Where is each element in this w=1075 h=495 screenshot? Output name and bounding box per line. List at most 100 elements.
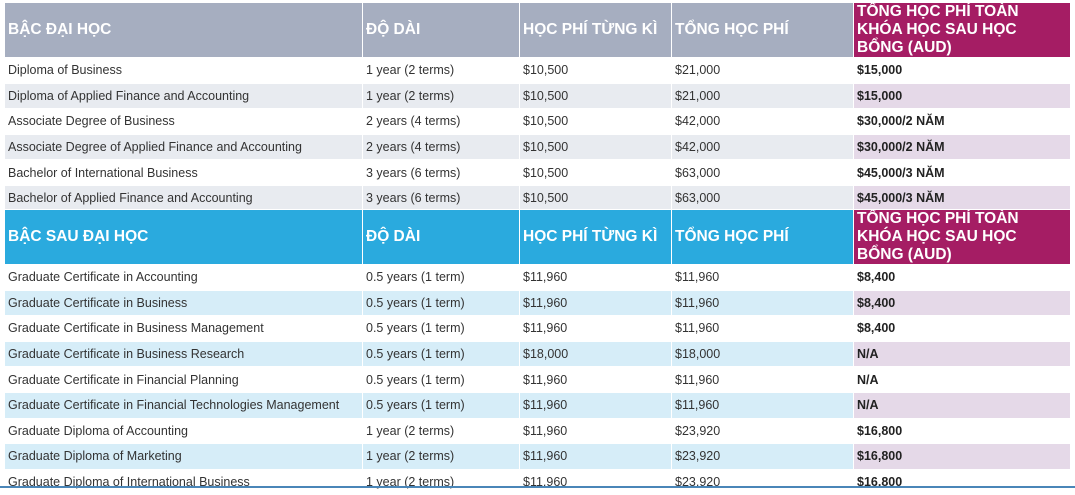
undergraduate-fee-table: BẬC ĐẠI HỌC ĐỘ DÀI HỌC PHÍ TỪNG KÌ TỔNG … (4, 2, 1071, 212)
total-fee-cell: $23,920 (671, 417, 854, 445)
fee-per-term-cell: $11,960 (519, 264, 672, 291)
total-fee-cell: $21,000 (671, 57, 854, 84)
duration-cell: 1 year (2 terms) (362, 417, 520, 445)
table-header-row: BẬC ĐẠI HỌC ĐỘ DÀI HỌC PHÍ TỪNG KÌ TỔNG … (4, 2, 1071, 58)
duration-cell: 1 year (2 terms) (362, 57, 520, 84)
program-name-cell: Diploma of Applied Finance and Accountin… (4, 82, 363, 110)
total-fee-cell: $11,960 (671, 366, 854, 393)
total-fee-cell: $42,000 (671, 133, 854, 161)
total-fee-cell: $18,000 (671, 340, 854, 368)
table-row: Graduate Certificate in Business 0.5 year… (4, 289, 1071, 317)
table-row: Bachelor of Applied Finance and Accounti… (4, 184, 1071, 212)
duration-cell: 0.5 years (1 term) (362, 366, 520, 393)
header-total-after-scholarship: TỔNG HỌC PHÍ TOÀN KHÓA HỌC SAU HỌC BỔNG … (853, 209, 1071, 265)
header-duration: ĐỘ DÀI (362, 209, 520, 265)
table-row: Bachelor of International Business 3 year… (4, 159, 1071, 186)
scholarship-total-cell: $45,000/3 NĂM (853, 159, 1071, 186)
fee-per-term-cell: $10,500 (519, 108, 672, 135)
fee-per-term-cell: $11,960 (519, 391, 672, 419)
program-name-cell: Associate Degree of Business (4, 108, 363, 135)
program-name-cell: Graduate Certificate in Financial Planni… (4, 366, 363, 393)
duration-cell: 1 year (2 terms) (362, 443, 520, 470)
fee-per-term-cell: $18,000 (519, 340, 672, 368)
scholarship-total-cell: N/A (853, 340, 1071, 368)
total-fee-cell: $21,000 (671, 82, 854, 110)
header-fee-per-term: HỌC PHÍ TỪNG KÌ (519, 209, 672, 265)
scholarship-total-cell: $8,400 (853, 289, 1071, 317)
program-name-cell: Graduate Diploma of International Busine… (4, 468, 363, 495)
scholarship-total-cell: $45,000/3 NĂM (853, 184, 1071, 212)
program-name-cell: Graduate Certificate in Accounting (4, 264, 363, 291)
total-fee-cell: $63,000 (671, 184, 854, 212)
scholarship-total-cell: $16,800 (853, 468, 1071, 495)
fee-per-term-cell: $10,500 (519, 159, 672, 186)
fee-per-term-cell: $10,500 (519, 57, 672, 84)
program-name-cell: Graduate Certificate in Financial Techno… (4, 391, 363, 419)
table-header-row: BẬC SAU ĐẠI HỌC ĐỘ DÀI HỌC PHÍ TỪNG KÌ T… (4, 209, 1071, 265)
fee-per-term-cell: $11,960 (519, 468, 672, 495)
fee-per-term-cell: $11,960 (519, 289, 672, 317)
scholarship-total-cell: $15,000 (853, 57, 1071, 84)
total-fee-cell: $11,960 (671, 264, 854, 291)
table-row: Associate Degree of Applied Finance and … (4, 133, 1071, 161)
table-row: Graduate Certificate in Accounting 0.5 ye… (4, 264, 1071, 291)
header-program: BẬC SAU ĐẠI HỌC (4, 209, 363, 265)
scholarship-total-cell: $8,400 (853, 264, 1071, 291)
scholarship-total-cell: $16,800 (853, 443, 1071, 470)
postgraduate-fee-table: BẬC SAU ĐẠI HỌC ĐỘ DÀI HỌC PHÍ TỪNG KÌ T… (4, 209, 1071, 495)
total-fee-cell: $11,960 (671, 289, 854, 317)
duration-cell: 0.5 years (1 term) (362, 391, 520, 419)
bottom-divider (0, 486, 1075, 488)
table-row: Graduate Certificate in Financial Techno… (4, 391, 1071, 419)
duration-cell: 2 years (4 terms) (362, 108, 520, 135)
duration-cell: 0.5 years (1 term) (362, 315, 520, 342)
fee-per-term-cell: $10,500 (519, 184, 672, 212)
header-duration: ĐỘ DÀI (362, 2, 520, 58)
table-row: Associate Degree of Business 2 years (4 t… (4, 108, 1071, 135)
duration-cell: 3 years (6 terms) (362, 159, 520, 186)
total-fee-cell: $11,960 (671, 315, 854, 342)
program-name-cell: Diploma of Business (4, 57, 363, 84)
scholarship-total-cell: $8,400 (853, 315, 1071, 342)
table-row: Graduate Certificate in Financial Planni… (4, 366, 1071, 393)
total-fee-cell: $23,920 (671, 468, 854, 495)
program-name-cell: Graduate Certificate in Business (4, 289, 363, 317)
program-name-cell: Bachelor of International Business (4, 159, 363, 186)
fee-per-term-cell: $11,960 (519, 443, 672, 470)
program-name-cell: Graduate Diploma of Accounting (4, 417, 363, 445)
header-fee-per-term: HỌC PHÍ TỪNG KÌ (519, 2, 672, 58)
table-row: Graduate Diploma of Marketing 1 year (2 t… (4, 443, 1071, 470)
table-body: Graduate Certificate in Accounting 0.5 ye… (4, 264, 1071, 495)
total-fee-cell: $42,000 (671, 108, 854, 135)
duration-cell: 0.5 years (1 term) (362, 289, 520, 317)
scholarship-total-cell: N/A (853, 366, 1071, 393)
header-total-fee: TỔNG HỌC PHÍ (671, 2, 854, 58)
scholarship-total-cell: $15,000 (853, 82, 1071, 110)
duration-cell: 1 year (2 terms) (362, 82, 520, 110)
program-name-cell: Graduate Certificate in Business Managem… (4, 315, 363, 342)
program-name-cell: Graduate Certificate in Business Researc… (4, 340, 363, 368)
duration-cell: 2 years (4 terms) (362, 133, 520, 161)
duration-cell: 0.5 years (1 term) (362, 264, 520, 291)
header-total-fee: TỔNG HỌC PHÍ (671, 209, 854, 265)
scholarship-total-cell: $30,000/2 NĂM (853, 133, 1071, 161)
table-row: Diploma of Business 1 year (2 terms) $10,5… (4, 57, 1071, 84)
table-body: Diploma of Business 1 year (2 terms) $10,5… (4, 57, 1071, 212)
fee-per-term-cell: $11,960 (519, 315, 672, 342)
table-row: Graduate Diploma of International Busine… (4, 468, 1071, 495)
duration-cell: 0.5 years (1 term) (362, 340, 520, 368)
table-row: Graduate Certificate in Business Managem… (4, 315, 1071, 342)
scholarship-total-cell: $16,800 (853, 417, 1071, 445)
total-fee-cell: $63,000 (671, 159, 854, 186)
table-row: Diploma of Applied Finance and Accountin… (4, 82, 1071, 110)
scholarship-total-cell: $30,000/2 NĂM (853, 108, 1071, 135)
program-name-cell: Associate Degree of Applied Finance and … (4, 133, 363, 161)
table-row: Graduate Certificate in Business Researc… (4, 340, 1071, 368)
fee-per-term-cell: $11,960 (519, 366, 672, 393)
fee-per-term-cell: $10,500 (519, 133, 672, 161)
fee-per-term-cell: $11,960 (519, 417, 672, 445)
header-program: BẬC ĐẠI HỌC (4, 2, 363, 58)
scholarship-total-cell: N/A (853, 391, 1071, 419)
program-name-cell: Graduate Diploma of Marketing (4, 443, 363, 470)
fee-per-term-cell: $10,500 (519, 82, 672, 110)
